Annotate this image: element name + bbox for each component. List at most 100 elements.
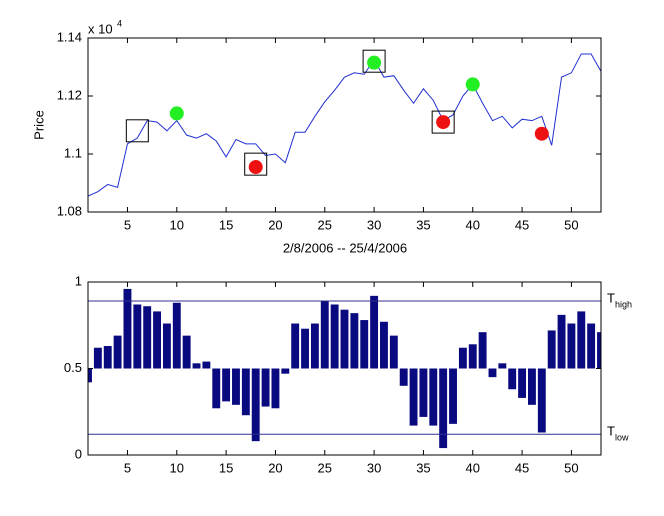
marker-box <box>125 119 149 143</box>
signal-dot <box>534 126 549 141</box>
threshold-label-sub: high <box>615 299 632 309</box>
bar <box>478 332 487 369</box>
bar <box>370 295 379 369</box>
bar <box>192 363 201 369</box>
y-axis-label: Price <box>31 110 46 140</box>
x-tick-label: 5 <box>124 217 131 232</box>
bar <box>508 368 517 390</box>
bar <box>409 368 418 426</box>
bar <box>88 368 92 383</box>
bar <box>182 335 191 369</box>
bar <box>567 323 576 369</box>
bar <box>429 368 438 426</box>
bar <box>389 335 398 369</box>
bar <box>360 320 369 369</box>
x-tick-label: 40 <box>466 460 480 475</box>
bar <box>419 368 428 417</box>
x-tick-label: 5 <box>124 460 131 475</box>
bar <box>103 346 112 369</box>
bar <box>380 321 388 369</box>
bar <box>133 304 142 369</box>
bar <box>537 368 546 433</box>
y-multiplier: x 10 <box>88 21 113 36</box>
bar <box>261 368 270 407</box>
bar <box>310 323 319 369</box>
x-tick-label: 50 <box>564 217 578 232</box>
bar <box>340 309 349 369</box>
bar <box>93 347 102 369</box>
threshold-label: T <box>607 290 615 305</box>
bar <box>232 368 240 405</box>
bar <box>172 302 181 369</box>
x-tick-label: 10 <box>170 217 184 232</box>
bar <box>458 347 467 369</box>
bar <box>439 368 448 449</box>
bar <box>281 368 290 374</box>
bar <box>320 301 329 369</box>
x-axis-label: 2/8/2006 -- 25/4/2006 <box>283 240 407 255</box>
x-tick-label: 20 <box>268 460 282 475</box>
bar <box>291 323 300 369</box>
x-tick-label: 35 <box>416 460 430 475</box>
bar <box>330 304 339 369</box>
price-line <box>88 53 601 197</box>
bar <box>557 314 566 369</box>
x-tick-label: 40 <box>466 217 480 232</box>
x-tick-label: 30 <box>367 460 381 475</box>
x-tick-label: 15 <box>219 460 233 475</box>
axes-box <box>87 37 602 213</box>
bar <box>271 368 280 409</box>
y-tick-label: 1.14 <box>57 29 82 44</box>
bar <box>251 368 260 442</box>
y-tick-label: 1.12 <box>57 87 82 102</box>
bar <box>123 288 132 369</box>
bar <box>518 368 527 398</box>
x-tick-label: 20 <box>268 217 282 232</box>
x-tick-label: 25 <box>318 460 332 475</box>
bar <box>162 323 171 369</box>
marker-box <box>431 110 455 134</box>
y-tick-label: 0 <box>75 446 82 461</box>
threshold-label: T <box>607 424 615 439</box>
signal-dot <box>169 106 184 121</box>
x-tick-label: 50 <box>564 460 578 475</box>
bar <box>527 368 536 405</box>
y-tick-label: 0.5 <box>64 360 82 375</box>
signal-dot <box>248 160 263 175</box>
bar <box>113 335 122 369</box>
bar <box>449 368 457 424</box>
bar <box>350 313 359 369</box>
signal-dot <box>436 115 451 130</box>
y-multiplier-exponent: 4 <box>117 18 122 28</box>
bar <box>468 344 477 369</box>
bar <box>153 311 162 369</box>
bar <box>399 368 408 386</box>
bar <box>577 311 586 369</box>
bar <box>202 361 211 369</box>
x-tick-label: 45 <box>515 460 529 475</box>
threshold-label-sub: low <box>615 433 629 443</box>
marker-box <box>362 49 386 73</box>
x-tick-label: 10 <box>170 460 184 475</box>
y-tick-label: 1 <box>75 273 82 288</box>
x-tick-label: 30 <box>367 217 381 232</box>
signal-dot <box>367 55 382 70</box>
bar <box>301 328 309 369</box>
bar <box>222 368 231 402</box>
bar <box>547 330 556 369</box>
y-tick-label: 1.08 <box>57 203 82 218</box>
bar <box>597 332 601 369</box>
x-tick-label: 45 <box>515 217 529 232</box>
bar <box>241 368 250 416</box>
bar <box>498 363 507 369</box>
marker-box <box>244 152 268 176</box>
x-tick-label: 35 <box>416 217 430 232</box>
x-tick-label: 15 <box>219 217 233 232</box>
x-tick-label: 25 <box>318 217 332 232</box>
bar <box>143 306 152 369</box>
signal-dot <box>465 77 480 92</box>
bar <box>212 368 221 409</box>
bar <box>488 368 497 378</box>
